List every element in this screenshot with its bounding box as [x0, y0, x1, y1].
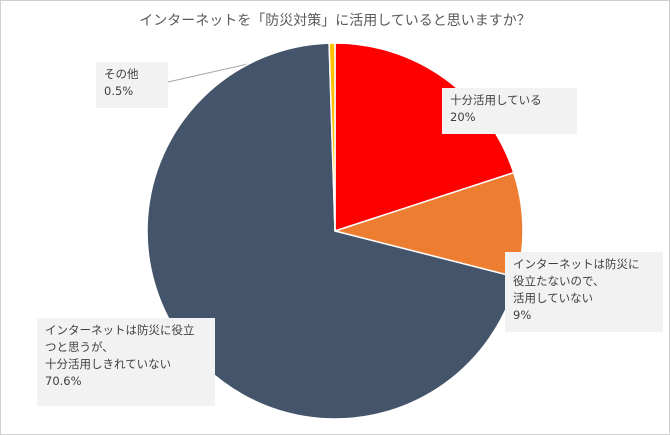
chart-title: インターネットを「防災対策」に活用していると思いますか？ [139, 13, 531, 29]
slice-label-text: 十分活用している [450, 93, 542, 107]
slice-label-text: 十分活用しきれていない [45, 357, 172, 371]
slice-other [328, 42, 336, 232]
slice-label-percent: 9% [513, 308, 532, 322]
slice-label-text: その他 [104, 67, 139, 81]
slice-label-text: 役立たないので、 [513, 274, 605, 288]
slice-label-text: インターネットは防災に役立 [45, 323, 195, 337]
slice-label-percent: 20% [450, 110, 476, 124]
slice-label-not-useful: インターネットは防災に 役立たないので、 活用していない 9% [505, 252, 663, 332]
slice-label-other: その他 0.5% [96, 62, 168, 108]
slice-label-not-fully-utilized: インターネットは防災に役立 つと思うが、 十分活用しきれていない 70.6% [37, 318, 215, 406]
slice-label-text: つと思うが、 [45, 340, 114, 354]
slice-label-text: インターネットは防災に [513, 257, 640, 271]
slice-label-text: 活用していない [513, 291, 594, 305]
slice-fully-utilized [334, 42, 515, 233]
slice-label-percent: 70.6% [45, 374, 82, 388]
slice-label-percent: 0.5% [104, 84, 134, 98]
slice-label-fully-utilized: 十分活用している 20% [442, 88, 577, 134]
